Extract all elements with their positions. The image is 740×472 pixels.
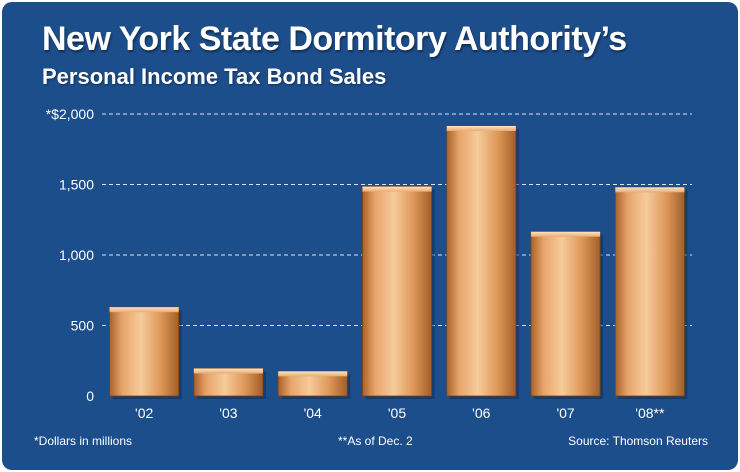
- units-footnote: *Dollars in millions: [34, 434, 133, 448]
- bar: [362, 186, 432, 397]
- bar-top-highlight: [278, 371, 348, 377]
- asof-footnote: **As of Dec. 2: [338, 434, 413, 448]
- source-footnote: Source: Thomson Reuters: [568, 434, 708, 448]
- y-axis-ticks: 0 500 1,000 1,500 *$2,000: [46, 106, 94, 404]
- chart-subtitle: Personal Income Tax Bond Sales: [42, 64, 387, 89]
- y-tick-label: *$2,000: [46, 106, 94, 122]
- x-axis-ticks: '02 '03 '04 '05 '06 '07 '08**: [135, 405, 665, 421]
- y-tick-label: 0: [86, 388, 94, 404]
- bar: [530, 231, 601, 397]
- bar: [109, 306, 180, 397]
- bar-top-highlight: [193, 368, 263, 374]
- y-tick-label: 500: [71, 318, 95, 334]
- x-tick-label: '02: [135, 405, 153, 421]
- y-tick-label: 1,500: [59, 177, 94, 193]
- x-tick-label: '04: [304, 405, 322, 421]
- bar: [446, 125, 517, 397]
- x-tick-label: '08**: [635, 405, 665, 421]
- y-tick-label: 1,000: [59, 247, 94, 263]
- bar-top-highlight: [362, 186, 432, 192]
- x-tick-label: '07: [556, 405, 574, 421]
- bar-top-highlight: [109, 307, 179, 313]
- bar: [614, 186, 685, 397]
- x-tick-label: '06: [472, 405, 490, 421]
- bar-top-highlight: [446, 125, 516, 131]
- bar-top-highlight: [615, 187, 685, 193]
- x-tick-label: '05: [388, 405, 406, 421]
- chart-title: New York State Dormitory Authority’s: [42, 20, 627, 58]
- bar-top-highlight: [531, 231, 601, 237]
- x-tick-label: '03: [219, 405, 237, 421]
- bars: [109, 125, 688, 400]
